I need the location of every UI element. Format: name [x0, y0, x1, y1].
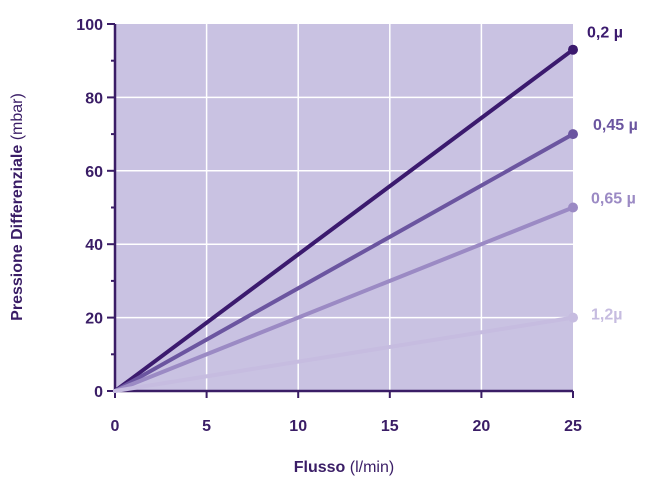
x-tick-label: 10 [289, 418, 307, 435]
x-axis-title: Flusso (l/min) [294, 459, 394, 476]
y-axis-title: Pressione Differenziale (mbar) [9, 93, 26, 321]
series-endpoint [568, 202, 578, 213]
y-tick-label: 20 [85, 311, 103, 328]
series-label: 1,2µ [591, 307, 622, 324]
series-line [113, 315, 575, 393]
plot-area [115, 24, 573, 391]
grid-lines [115, 24, 573, 391]
series-lines: 0,2 µ 0,45 µ 0,65 µ 1,2µ [113, 25, 638, 393]
series-label: 0,65 µ [591, 191, 636, 208]
series-endpoint [568, 129, 578, 140]
y-tick-label: 60 [85, 164, 103, 181]
x-tick-label: 15 [381, 418, 399, 435]
series-label: 0,45 µ [593, 117, 638, 134]
series-label: 0,2 µ [587, 25, 623, 42]
x-tick-label: 0 [111, 418, 120, 435]
series-endpoint [568, 312, 578, 323]
series-line [113, 47, 575, 393]
axes [107, 23, 574, 398]
x-tick-label: 5 [202, 418, 211, 435]
y-tick-label: 100 [76, 17, 103, 34]
y-tick-label: 80 [85, 90, 103, 107]
series-line [113, 205, 575, 393]
y-tick-label: 40 [85, 237, 103, 254]
tick-labels: 0 20 40 60 80 100 0 5 10 15 20 25 [76, 17, 582, 435]
x-tick-label: 25 [564, 418, 582, 435]
series-endpoint [568, 44, 578, 55]
y-tick-label: 0 [94, 384, 103, 401]
x-tick-label: 20 [473, 418, 491, 435]
series-line [113, 132, 575, 393]
